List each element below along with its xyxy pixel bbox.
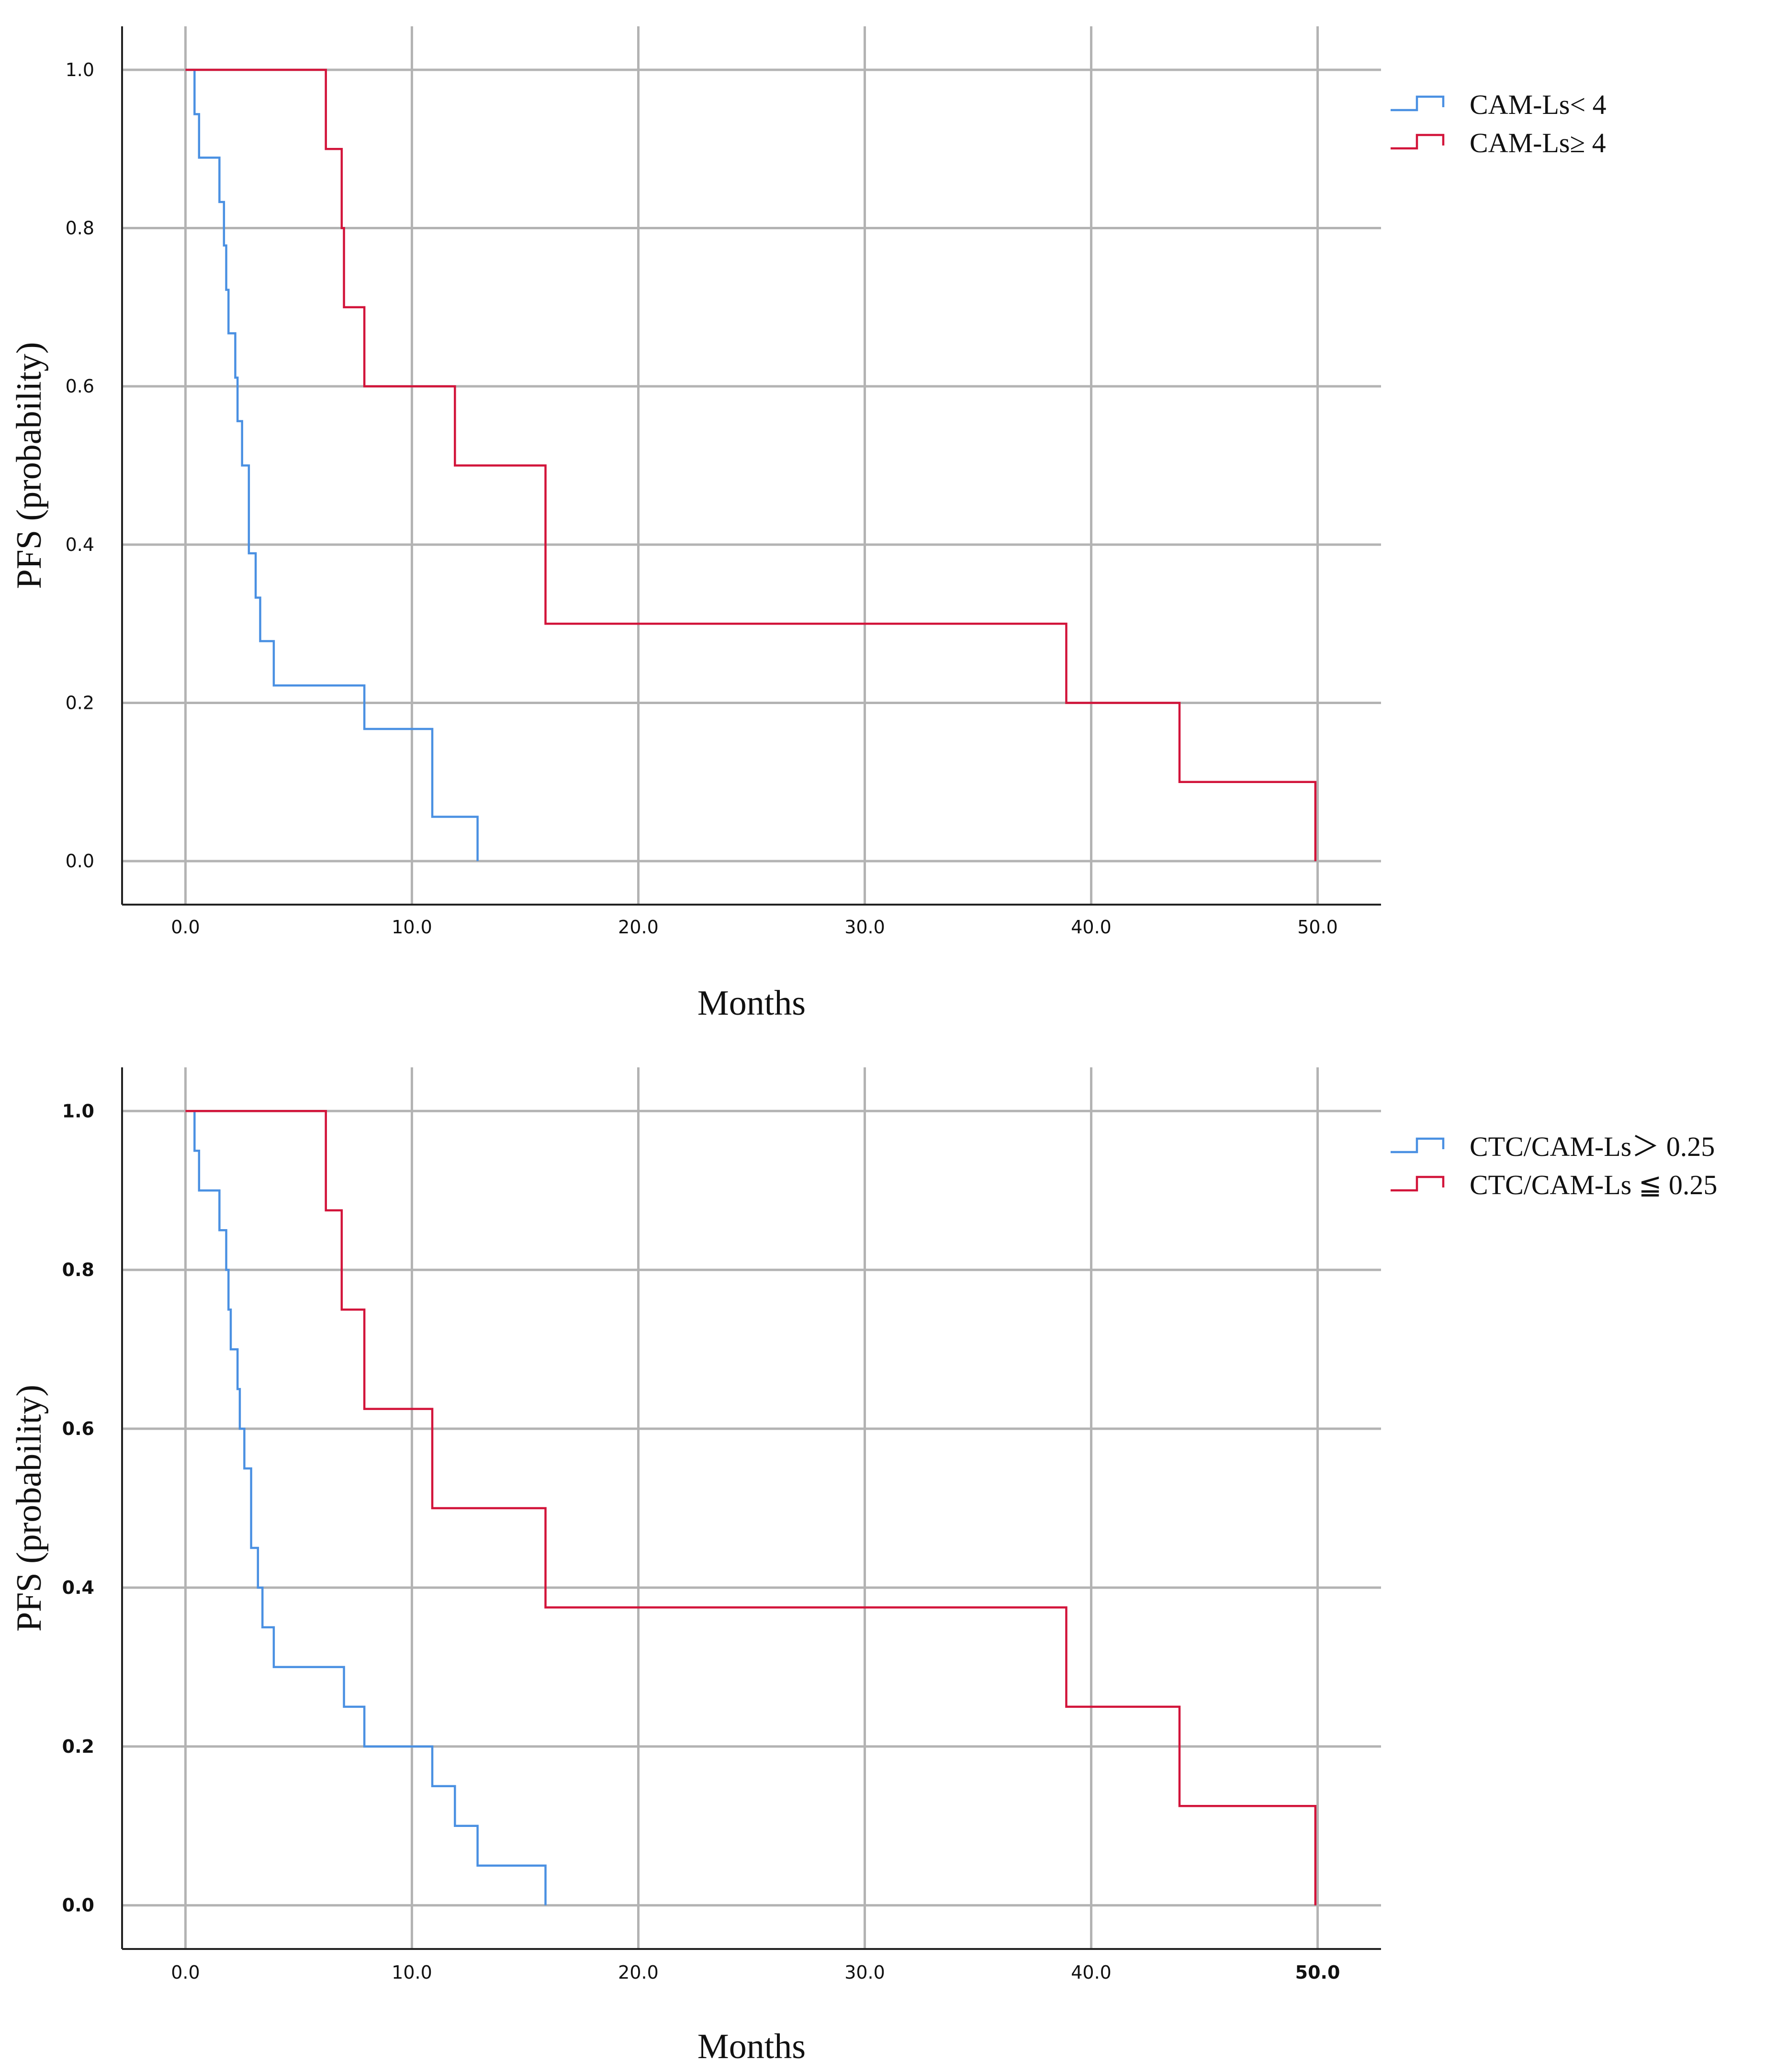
y-tick-label: 0.2 — [66, 692, 94, 713]
km-curve-series-1 — [185, 1110, 547, 1905]
y-tick-label: 0.0 — [66, 851, 94, 872]
y-tick-label: 0.6 — [62, 1418, 94, 1439]
x-tick-label: 0.0 — [171, 1962, 200, 1983]
x-tick-label: 30.0 — [844, 917, 885, 938]
y-tick-label: 1.0 — [66, 59, 94, 80]
legend-item: CTC/CAM-Ls＞ 0.25 — [1391, 1131, 1715, 1162]
legend-item: CTC/CAM-Ls ≦ 0.25 — [1391, 1169, 1717, 1200]
y-tick-label: 0.4 — [66, 534, 94, 555]
y-tick-label: 0.4 — [62, 1577, 94, 1598]
x-tick-label: 40.0 — [1071, 1962, 1112, 1983]
x-tick-label: 0.0 — [171, 917, 200, 938]
y-tick-label: 0.2 — [62, 1736, 94, 1757]
x-tick-label: 20.0 — [618, 1962, 659, 1983]
legend-swatch — [1391, 1176, 1445, 1192]
legend-item: CAM-Ls≥ 4 — [1391, 127, 1606, 158]
grid — [122, 1067, 1381, 1949]
legend-label: CTC/CAM-Ls＞ 0.25 — [1470, 1131, 1715, 1162]
y-tick-label: 1.0 — [62, 1100, 94, 1121]
legend-label: CTC/CAM-Ls ≦ 0.25 — [1470, 1169, 1717, 1200]
y-tick-label: 0.8 — [66, 218, 94, 239]
km-curve-series-2 — [185, 1110, 1317, 1905]
x-tick-label: 50.0 — [1297, 917, 1338, 938]
x-tick-label: 10.0 — [392, 1962, 432, 1983]
km-curve-series-2 — [185, 68, 1317, 862]
y-axis-title: PFS (probability) — [10, 342, 49, 589]
legend-swatch — [1391, 134, 1445, 150]
y-tick-label: 0.6 — [66, 376, 94, 397]
legend-swatch — [1391, 95, 1445, 112]
km-curve-series-1 — [185, 68, 479, 862]
grid — [122, 26, 1381, 905]
chart-2: 0.0 10.0 20.0 30.0 40.0 50.0 0.0 0.2 0.4 0.6 0.8 1.… — [10, 1067, 1717, 2066]
legend-item: CAM-Ls< 4 — [1391, 89, 1606, 120]
y-tick-label: 0.8 — [62, 1259, 94, 1280]
x-tick-label: 10.0 — [392, 917, 432, 938]
legend-swatch — [1391, 1137, 1445, 1154]
x-axis-title: Months — [697, 2027, 806, 2066]
x-tick-label: 50.0 — [1295, 1962, 1340, 1983]
x-tick-label: 30.0 — [844, 1962, 885, 1983]
x-axis-title: Months — [697, 984, 806, 1023]
legend-label: CAM-Ls≥ 4 — [1470, 127, 1606, 158]
y-axis-title: PFS (probability) — [10, 1385, 49, 1632]
chart-1: 0.0 10.0 20.0 30.0 40.0 50.0 0.0 0.2 0.4 0.6 0.8 1.… — [10, 26, 1606, 1023]
y-tick-label: 0.0 — [62, 1895, 94, 1916]
x-tick-label: 40.0 — [1071, 917, 1112, 938]
legend-label: CAM-Ls< 4 — [1470, 89, 1606, 120]
x-tick-label: 20.0 — [618, 917, 659, 938]
